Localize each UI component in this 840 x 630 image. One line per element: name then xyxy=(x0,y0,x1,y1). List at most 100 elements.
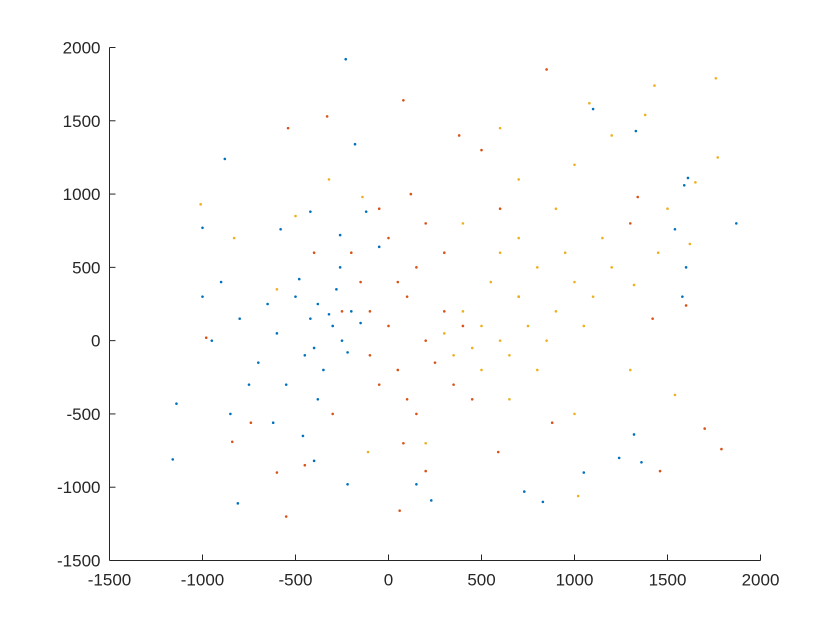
x-axis-ticks: -1500 -1000 -500 0 500 1000 1500 2000 xyxy=(88,554,780,590)
data-point xyxy=(398,509,401,512)
data-point xyxy=(576,494,580,498)
data-point xyxy=(536,368,539,372)
data-point xyxy=(686,176,690,180)
data-point xyxy=(517,236,520,240)
data-point xyxy=(338,266,342,269)
x-tick-label: -1000 xyxy=(181,571,224,590)
data-point xyxy=(346,482,349,486)
data-point xyxy=(229,412,232,416)
data-point xyxy=(322,368,325,372)
data-point xyxy=(541,500,545,504)
data-point xyxy=(461,222,465,225)
series-1 xyxy=(171,57,738,505)
data-point xyxy=(377,245,381,249)
data-point xyxy=(247,383,251,386)
series-2 xyxy=(204,68,723,518)
data-point xyxy=(424,339,428,342)
data-point xyxy=(271,421,275,425)
data-point xyxy=(309,210,312,213)
data-point xyxy=(632,433,636,436)
data-point xyxy=(377,207,381,211)
data-point xyxy=(402,441,405,445)
data-point xyxy=(294,295,297,298)
data-point xyxy=(582,324,586,328)
data-point xyxy=(443,332,446,335)
x-tick-label: 0 xyxy=(384,571,393,590)
data-point xyxy=(610,266,613,269)
data-point xyxy=(470,397,474,401)
data-point xyxy=(210,339,214,342)
data-point xyxy=(312,459,316,463)
data-point xyxy=(327,312,331,316)
data-point xyxy=(340,339,344,342)
data-point xyxy=(688,242,692,246)
y-tick-label: -1000 xyxy=(57,478,100,497)
data-point xyxy=(498,339,502,342)
data-point xyxy=(301,434,305,438)
data-point xyxy=(201,226,204,230)
data-point xyxy=(554,207,558,211)
y-tick-label: 0 xyxy=(91,332,100,351)
data-point xyxy=(312,346,316,350)
data-point xyxy=(275,471,279,474)
data-point xyxy=(249,421,253,425)
data-point xyxy=(636,195,640,199)
data-point xyxy=(335,288,338,291)
data-point xyxy=(684,266,688,269)
x-tick-label: 1000 xyxy=(556,571,594,590)
data-point xyxy=(303,463,307,467)
data-point xyxy=(470,346,474,350)
data-point xyxy=(230,440,234,444)
data-point xyxy=(508,397,511,401)
data-point xyxy=(387,236,390,240)
data-point xyxy=(424,222,428,225)
data-point xyxy=(338,233,342,237)
data-point xyxy=(350,251,353,254)
data-point xyxy=(443,251,446,254)
data-point xyxy=(297,277,301,281)
data-point xyxy=(325,115,329,118)
data-point xyxy=(344,57,348,61)
y-tick-label: -1500 xyxy=(57,552,100,571)
x-tick-label: 500 xyxy=(467,571,495,590)
data-point xyxy=(656,251,660,254)
data-point xyxy=(682,183,686,187)
data-point xyxy=(368,354,372,357)
data-point xyxy=(498,251,502,254)
data-point xyxy=(545,68,548,71)
data-point xyxy=(331,324,335,328)
data-point xyxy=(443,310,446,313)
data-point xyxy=(312,251,316,254)
data-point xyxy=(681,295,684,298)
data-point xyxy=(396,368,400,372)
data-point xyxy=(415,412,418,416)
y-tick-label: -500 xyxy=(66,405,100,424)
data-point xyxy=(359,321,362,325)
data-point xyxy=(409,192,413,196)
data-point xyxy=(658,469,662,473)
data-point xyxy=(601,236,604,240)
data-point xyxy=(424,441,428,445)
data-point xyxy=(232,236,236,240)
data-point xyxy=(480,368,483,372)
data-point xyxy=(720,447,723,451)
data-point xyxy=(405,295,409,298)
data-point xyxy=(236,502,240,505)
y-axis-ticks: -1500 -1000 -500 0 500 1000 1500 2000 xyxy=(57,39,116,571)
x-tick-label: 2000 xyxy=(742,571,780,590)
data-point xyxy=(223,157,227,161)
data-point xyxy=(257,361,260,364)
data-point xyxy=(629,222,632,225)
data-point xyxy=(573,412,576,416)
data-point xyxy=(429,499,433,502)
data-point xyxy=(219,280,223,284)
data-point xyxy=(508,354,511,357)
data-point xyxy=(350,310,353,313)
data-point xyxy=(545,339,548,342)
data-point xyxy=(396,280,400,284)
data-point xyxy=(666,207,669,211)
x-tick-label: 1500 xyxy=(649,571,687,590)
data-point xyxy=(366,450,370,454)
data-point xyxy=(498,126,502,130)
